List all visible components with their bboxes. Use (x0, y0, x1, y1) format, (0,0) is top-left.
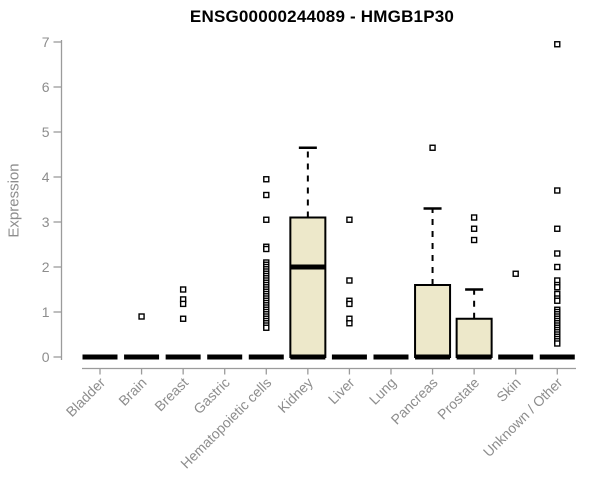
x-tick-label: Prostate (434, 374, 482, 422)
outlier-point (554, 340, 561, 347)
zero-median-bar (539, 354, 575, 360)
x-tick-label: Liver (325, 374, 358, 407)
zero-median-bar (165, 354, 201, 360)
y-tick-label: 5 (42, 124, 50, 140)
y-tick-label: 4 (42, 169, 50, 185)
outlier-point (512, 270, 519, 277)
outlier-point (179, 300, 187, 308)
outlier-point (554, 225, 561, 232)
outlier-point (346, 300, 353, 308)
x-tick-label: Kidney (274, 374, 316, 416)
y-tick-label: 2 (42, 259, 50, 275)
x-tick-label: Unknown / Other (480, 374, 566, 460)
zero-median-bar (415, 354, 451, 360)
zero-median-bar (373, 354, 409, 360)
box (289, 216, 327, 358)
outlier-point (429, 144, 436, 151)
box (455, 317, 493, 358)
box (414, 284, 452, 358)
y-tick-label: 3 (42, 214, 50, 230)
y-tick-label: 6 (42, 79, 50, 95)
outlier-point (346, 320, 353, 327)
zero-median-bar (207, 354, 243, 360)
zero-median-bar (290, 354, 326, 360)
x-tick-label: Skin (493, 374, 524, 405)
outlier-point (263, 245, 270, 253)
outlier-point (554, 284, 561, 291)
outlier-point (263, 191, 270, 199)
outlier-point (554, 187, 561, 194)
outlier-point (554, 250, 561, 257)
outlier-point (554, 297, 561, 304)
outlier-point (470, 214, 478, 221)
outlier-point (263, 176, 270, 183)
outlier-point (263, 216, 270, 223)
zero-median-bar (248, 354, 284, 360)
outlier-point (554, 41, 561, 48)
zero-median-bar (331, 354, 367, 360)
outlier-point (179, 315, 187, 322)
outlier-point (263, 324, 270, 331)
zero-median-bar (498, 354, 534, 360)
outlier-point (346, 277, 353, 284)
outlier-point (138, 313, 145, 320)
outlier-point (470, 236, 478, 244)
x-tick-label: Brain (115, 374, 149, 408)
y-tick-label: 1 (42, 304, 50, 320)
zero-median-bar (456, 354, 492, 360)
outlier-point (554, 263, 561, 271)
y-tick-label: 0 (42, 349, 50, 365)
x-tick-label: Bladder (63, 374, 109, 420)
y-tick-label: 7 (42, 34, 50, 50)
x-tick-label: Lung (366, 374, 399, 407)
outlier-point (346, 216, 353, 223)
median-line (290, 264, 326, 270)
outlier-point (179, 286, 187, 293)
x-tick-label: Breast (151, 374, 191, 414)
chart-title: ENSG00000244089 - HMGB1P30 (189, 7, 455, 26)
zero-median-bar (124, 354, 160, 360)
outlier-point (470, 225, 478, 232)
zero-median-bar (82, 354, 118, 360)
